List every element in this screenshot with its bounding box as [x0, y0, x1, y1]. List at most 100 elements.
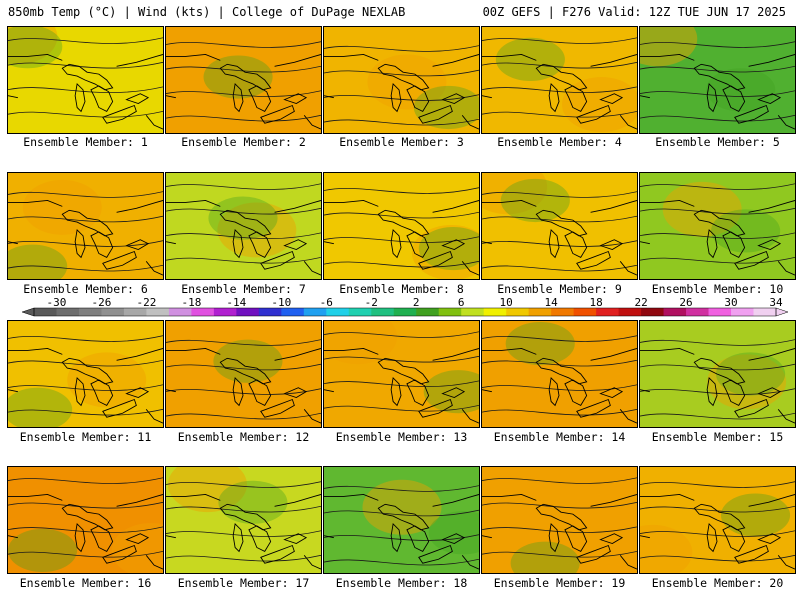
temperature-shading: [411, 225, 479, 279]
ensemble-map-panel: [165, 466, 322, 574]
temperature-shading: [428, 511, 479, 555]
height-contour: [640, 183, 795, 190]
colorbar-tick-label: -22: [136, 298, 156, 309]
ensemble-member-label: Ensemble Member: 20: [651, 576, 784, 590]
great-lakes-outline: [693, 209, 782, 270]
colorbar-bin: [506, 308, 530, 316]
temperature-shading: [706, 68, 776, 112]
colorbar-bin: [731, 308, 754, 316]
coastline: [166, 54, 321, 130]
ensemble-map-panel: [323, 26, 480, 134]
height-contour: [482, 550, 637, 558]
ensemble-member-label: Ensemble Member: 17: [177, 576, 310, 590]
height-contour: [166, 90, 321, 97]
colorbar-tick-label: 34: [769, 298, 783, 309]
colorbar-bin: [708, 308, 732, 316]
great-lakes-outline: [61, 209, 150, 270]
colorbar-bin: [393, 308, 417, 316]
temperature-shading: [711, 209, 781, 253]
height-contour: [8, 86, 163, 93]
coastline: [324, 54, 479, 130]
ensemble-member-label: Ensemble Member: 15: [651, 430, 784, 444]
height-contour: [8, 550, 163, 558]
temperature-shading: [362, 479, 442, 535]
colorbar-bin: [483, 308, 507, 316]
ensemble-map-panel: [481, 320, 638, 428]
height-contour: [640, 41, 795, 48]
temperature-shading: [505, 321, 575, 366]
great-lakes-outline: [61, 503, 150, 564]
temperature-shading: [218, 480, 288, 524]
temperature-shading: [8, 387, 73, 427]
height-contour: [166, 183, 321, 190]
great-lakes-outline: [693, 357, 782, 418]
height-contour: [640, 90, 795, 97]
colorbar-bin: [34, 308, 57, 316]
colorbar-tick-label: 6: [458, 298, 465, 309]
ensemble-member-label: Ensemble Member: 10: [651, 282, 784, 296]
colorbar-tick-label: 10: [500, 298, 513, 309]
great-lakes-outline: [377, 503, 466, 564]
temperature-shading: [324, 321, 398, 365]
colorbar-tick-label: 30: [724, 298, 737, 309]
ensemble-member-label: Ensemble Member: 2: [181, 135, 306, 149]
colorbar-bin: [618, 308, 642, 316]
height-contour: [324, 45, 479, 52]
height-contour: [482, 215, 637, 223]
ensemble-member-label: Ensemble Member: 7: [181, 282, 306, 296]
height-contour: [8, 191, 163, 198]
colorbar-bin: [56, 308, 80, 316]
height-contour: [8, 477, 163, 484]
height-contour: [482, 501, 637, 509]
great-lakes-outline: [377, 357, 466, 418]
model-run-info: 00Z GEFS | F276 Valid: 12Z TUE JUN 17 20…: [482, 5, 786, 19]
coastline: [8, 494, 163, 570]
ensemble-map-panel: [165, 26, 322, 134]
colorbar-bin: [596, 308, 620, 316]
ensemble-member-label: Ensemble Member: 11: [19, 430, 152, 444]
height-contour: [324, 404, 479, 412]
colorbar-tick-label: -6: [320, 298, 333, 309]
height-contour: [482, 359, 637, 367]
height-contour: [8, 408, 163, 416]
height-contour: [640, 114, 795, 122]
height-contour: [8, 501, 163, 509]
colorbar-bin: [641, 308, 664, 316]
height-contour: [640, 554, 795, 562]
height-contour: [640, 505, 795, 513]
great-lakes-outline: [693, 503, 782, 564]
colorbar-bin: [101, 308, 125, 316]
temperature-shading: [707, 354, 787, 410]
great-lakes-outline: [693, 63, 782, 124]
ensemble-map-panel: [639, 466, 796, 574]
coastline: [166, 494, 321, 570]
colorbar-tick-label: -2: [365, 298, 378, 309]
ensemble-map-panel: [481, 172, 638, 280]
coastline: [482, 348, 637, 424]
temperature-shading: [561, 77, 637, 133]
height-contour: [324, 236, 479, 243]
ensemble-member-label: Ensemble Member: 9: [497, 282, 622, 296]
colorbar-bin: [213, 308, 237, 316]
coastline: [640, 200, 795, 276]
height-contour: [166, 363, 321, 371]
coastline: [482, 494, 637, 570]
great-lakes-outline: [535, 503, 624, 564]
temperature-shading: [495, 37, 565, 81]
height-contour: [324, 260, 479, 268]
height-contour: [166, 339, 321, 346]
coastline: [8, 348, 163, 424]
ensemble-map-panel: [639, 172, 796, 280]
temperature-shading: [167, 467, 247, 513]
colorbar-bin: [303, 308, 327, 316]
ensemble-member-label: Ensemble Member: 16: [19, 576, 152, 590]
height-contour: [8, 37, 163, 44]
coastline: [482, 200, 637, 276]
temperature-shading: [208, 196, 278, 240]
temperature-shading: [720, 493, 791, 537]
ensemble-map-panel: [165, 172, 322, 280]
colorbar-bin: [663, 308, 687, 316]
great-lakes-outline: [219, 503, 308, 564]
temperature-shading: [213, 339, 283, 383]
colorbar-bin: [281, 308, 305, 316]
